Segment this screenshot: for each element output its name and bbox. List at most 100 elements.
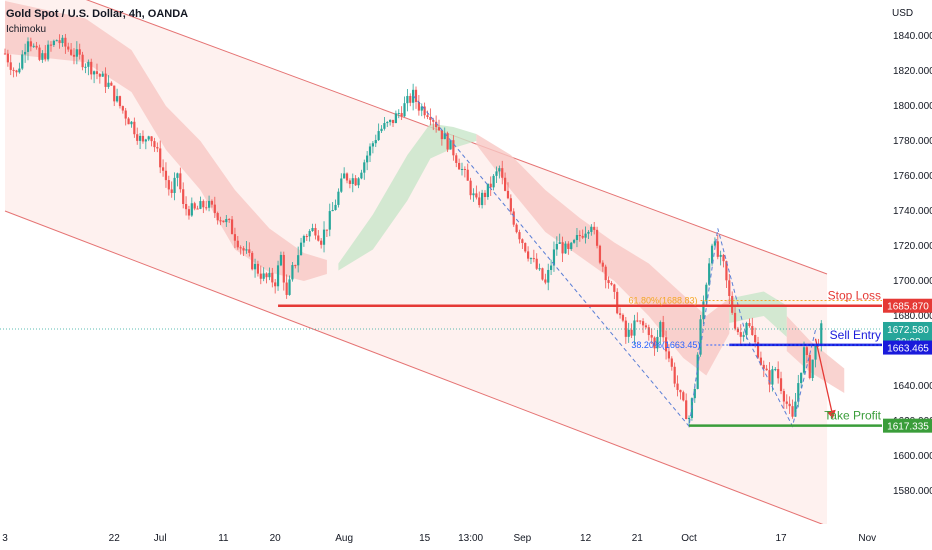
candle-body (104, 73, 107, 87)
y-tick-label: 1700.000 (893, 276, 932, 287)
candles (3, 33, 823, 428)
candle-body (288, 279, 291, 295)
candle-body (161, 167, 165, 171)
candle-body (351, 178, 354, 184)
candle-body (391, 119, 395, 124)
candle-body (190, 203, 193, 216)
candle-body (756, 342, 760, 358)
candle-body (472, 193, 475, 196)
candle-body (549, 265, 553, 270)
candle-body (446, 133, 449, 150)
candle-body (67, 46, 70, 50)
candle-body (72, 54, 76, 57)
candle-body (340, 178, 343, 192)
candle-body (121, 106, 124, 111)
candle-body (325, 229, 329, 231)
candle-body (182, 189, 185, 204)
candle-body (87, 61, 90, 67)
tag-take-profit-bg (883, 418, 932, 433)
candle-body (736, 328, 740, 333)
candle-body (492, 175, 495, 188)
candle-body (29, 41, 32, 47)
candle-body (670, 358, 673, 367)
candle-body (363, 162, 366, 173)
candle-body (561, 242, 564, 254)
candle-body (262, 273, 265, 279)
candle-body (291, 265, 294, 280)
candle-body (256, 263, 260, 274)
candle-body (193, 203, 196, 209)
candle-body (285, 282, 288, 295)
candle-body (621, 314, 625, 321)
candle-body (460, 168, 464, 170)
candle-body (95, 71, 99, 74)
candle-body (529, 258, 533, 260)
candle-body (15, 70, 18, 73)
candle-body (696, 354, 699, 389)
candle-body (144, 139, 147, 142)
tag-current-price-text: 1672.580 (887, 325, 929, 336)
indicator-label[interactable]: Ichimoku (6, 24, 47, 35)
candle-body (377, 131, 380, 141)
y-tick-label: 1740.000 (893, 206, 932, 217)
candle-body (722, 254, 725, 262)
candle-body (710, 245, 714, 264)
candle-body (380, 128, 383, 132)
candle-body (739, 332, 742, 337)
candle-body (515, 224, 518, 233)
candle-body (745, 323, 748, 336)
candle-body (294, 265, 297, 267)
candle-body (440, 130, 443, 140)
candle-body (765, 368, 768, 371)
candle-body (581, 235, 584, 238)
candle-body (64, 37, 67, 47)
tag-take-profit-text: 1617.335 (887, 422, 929, 433)
candle-body (426, 115, 429, 117)
candle-body (547, 269, 550, 283)
candle-body (302, 236, 306, 243)
candle-body (785, 401, 788, 404)
candle-body (820, 323, 823, 346)
candle-body (797, 383, 800, 402)
candle-body (705, 284, 708, 302)
candle-body (389, 119, 392, 123)
candle-body (331, 210, 334, 212)
candle-body (564, 243, 567, 254)
candle-body (251, 252, 254, 270)
candle-body (153, 141, 156, 148)
candle-body (18, 68, 21, 73)
candle-body (242, 248, 245, 251)
candle-body (24, 51, 27, 55)
candle-body (518, 232, 521, 240)
x-tick-label: Oct (681, 533, 697, 544)
level-sell-entry-label: Sell Entry (830, 328, 881, 342)
candle-body (613, 284, 616, 292)
candle-body (731, 295, 734, 313)
candle-body (509, 198, 512, 212)
price-axis-bg (882, 0, 932, 550)
y-tick-label: 1640.000 (893, 381, 932, 392)
candle-body (337, 191, 340, 205)
candle-body (593, 226, 596, 230)
level-stop-loss-label: Stop Loss (828, 289, 881, 303)
candle-body (673, 366, 676, 384)
candle-body (136, 134, 139, 141)
candle-body (641, 321, 645, 326)
cloud-bullish-1 (338, 123, 477, 271)
candle-body (716, 241, 719, 257)
candle-body (664, 337, 668, 352)
candle-body (584, 233, 587, 238)
candle-body (656, 336, 659, 349)
candle-body (386, 122, 389, 124)
candle-body (113, 85, 116, 102)
candle-body (207, 200, 211, 208)
candle-body (699, 319, 702, 355)
candle-body (184, 203, 188, 210)
candle-body (811, 359, 814, 379)
candle-body (233, 234, 237, 241)
candle-body (130, 121, 133, 125)
candle-body (541, 268, 544, 280)
x-tick-label: 20 (270, 533, 282, 544)
candle-body (150, 136, 153, 142)
